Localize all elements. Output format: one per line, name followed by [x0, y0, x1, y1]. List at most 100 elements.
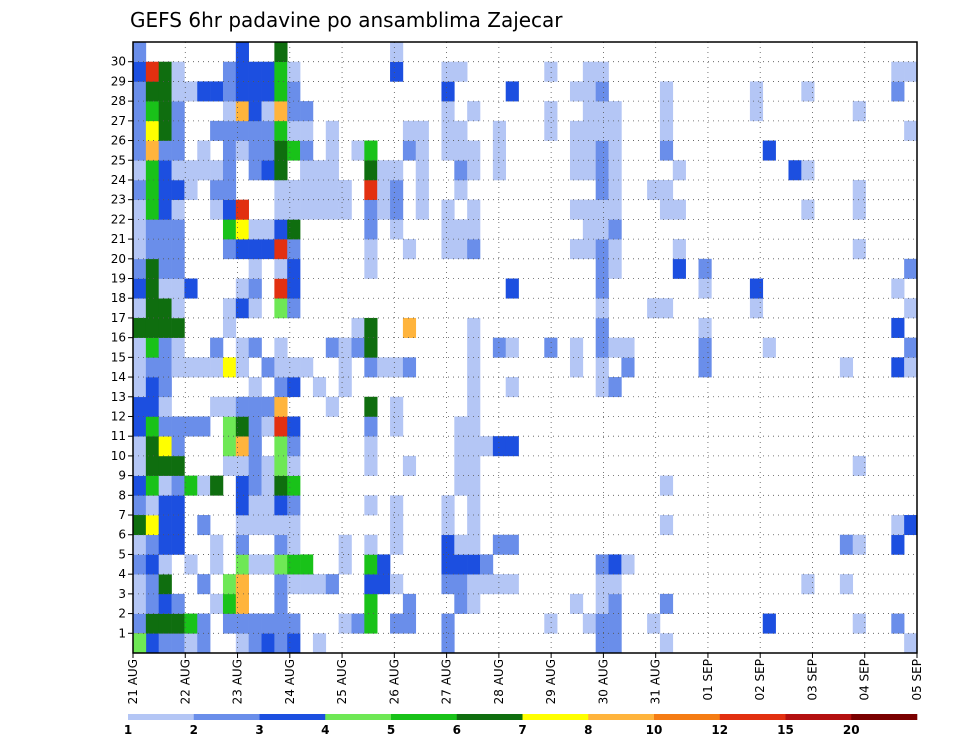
precip-cell	[621, 337, 635, 358]
precip-cell	[749, 101, 764, 122]
precip-cell	[852, 455, 866, 476]
precip-cell	[274, 515, 288, 536]
precip-cell	[595, 317, 609, 338]
precip-cell	[801, 574, 815, 595]
precip-cell	[595, 140, 609, 161]
precip-cell	[312, 179, 327, 200]
precip-cell	[197, 475, 211, 496]
precip-cell	[852, 199, 866, 220]
colorbar-label: 12	[711, 723, 728, 737]
precip-cell	[801, 81, 815, 102]
y-tick-label: 5	[118, 547, 126, 561]
precip-cell	[608, 179, 622, 200]
y-tick-label: 13	[111, 390, 126, 404]
heatmap-cells	[133, 42, 918, 654]
precip-cell	[505, 278, 519, 299]
precip-cell	[608, 199, 622, 220]
precip-cell	[608, 120, 622, 141]
precip-cell	[133, 396, 147, 417]
precip-cell	[402, 613, 417, 634]
precip-cell	[467, 396, 481, 417]
precip-cell	[133, 140, 147, 161]
precip-cell	[300, 120, 314, 141]
precip-cell	[287, 258, 301, 279]
precip-cell	[235, 396, 249, 417]
precip-cell	[595, 574, 609, 595]
precip-cell	[145, 377, 159, 398]
precip-cell	[415, 140, 429, 161]
precip-cell	[158, 534, 172, 555]
precip-cell	[274, 436, 288, 457]
precip-cell	[390, 357, 404, 378]
precip-cell	[582, 613, 596, 634]
precip-cell	[171, 101, 185, 122]
precip-cell	[274, 337, 288, 358]
precip-cell	[184, 613, 198, 634]
precip-cell	[647, 613, 661, 634]
precip-cell	[274, 219, 288, 240]
precip-cell	[274, 416, 288, 437]
precip-cell	[287, 179, 301, 200]
precip-cell	[133, 42, 147, 63]
precip-cell	[235, 239, 249, 260]
precip-cell	[390, 574, 404, 595]
precip-cell	[595, 219, 609, 240]
precip-cell	[184, 278, 198, 299]
precip-cell	[852, 534, 866, 555]
precip-cell	[569, 239, 584, 260]
precip-cell	[261, 357, 275, 378]
precip-cell	[672, 160, 686, 181]
precip-cell	[158, 199, 172, 220]
precip-cell	[171, 199, 185, 220]
precip-cell	[441, 140, 455, 161]
precip-cell	[145, 416, 159, 437]
precip-cell	[441, 61, 455, 82]
precip-cell	[608, 160, 622, 181]
precip-cell	[222, 81, 237, 102]
precip-cell	[659, 199, 674, 220]
precip-cell	[287, 377, 301, 398]
precip-cell	[788, 160, 802, 181]
precip-cell	[158, 357, 172, 378]
precip-cell	[222, 61, 237, 82]
precip-cell	[274, 593, 288, 614]
y-tick-label: 23	[111, 193, 126, 207]
precip-cell	[441, 120, 455, 141]
precip-cell	[261, 160, 275, 181]
precip-cell	[377, 574, 391, 595]
precip-cell	[171, 239, 185, 260]
precip-cell	[184, 81, 198, 102]
precip-cell	[608, 574, 622, 595]
precip-cell	[801, 160, 815, 181]
precip-cell	[210, 554, 224, 575]
precip-cell	[569, 337, 584, 358]
precip-cell	[145, 298, 159, 319]
precip-cell	[338, 534, 352, 555]
precip-cell	[300, 179, 314, 200]
precip-cell	[595, 120, 609, 141]
precip-cell	[171, 140, 185, 161]
precip-cell	[171, 515, 185, 536]
precip-cell	[467, 357, 481, 378]
precip-cell	[492, 160, 507, 181]
x-tick-label: 26 AUG	[387, 659, 401, 704]
precip-cell	[492, 436, 507, 457]
precip-cell	[467, 534, 481, 555]
x-tick-label: 30 AUG	[596, 659, 610, 704]
precip-cell	[608, 633, 622, 654]
precip-cell	[312, 633, 327, 654]
precip-cell	[145, 140, 159, 161]
precip-cell	[158, 317, 172, 338]
precip-cell	[274, 199, 288, 220]
precip-cell	[582, 219, 596, 240]
precip-cell	[904, 298, 918, 319]
precip-cell	[133, 377, 147, 398]
y-tick-label: 29	[111, 74, 126, 88]
precip-cell	[595, 258, 609, 279]
precip-cell	[441, 515, 455, 536]
precip-cell	[235, 219, 249, 240]
precip-cell	[659, 81, 674, 102]
precip-cell	[364, 219, 378, 240]
precip-cell	[274, 258, 288, 279]
